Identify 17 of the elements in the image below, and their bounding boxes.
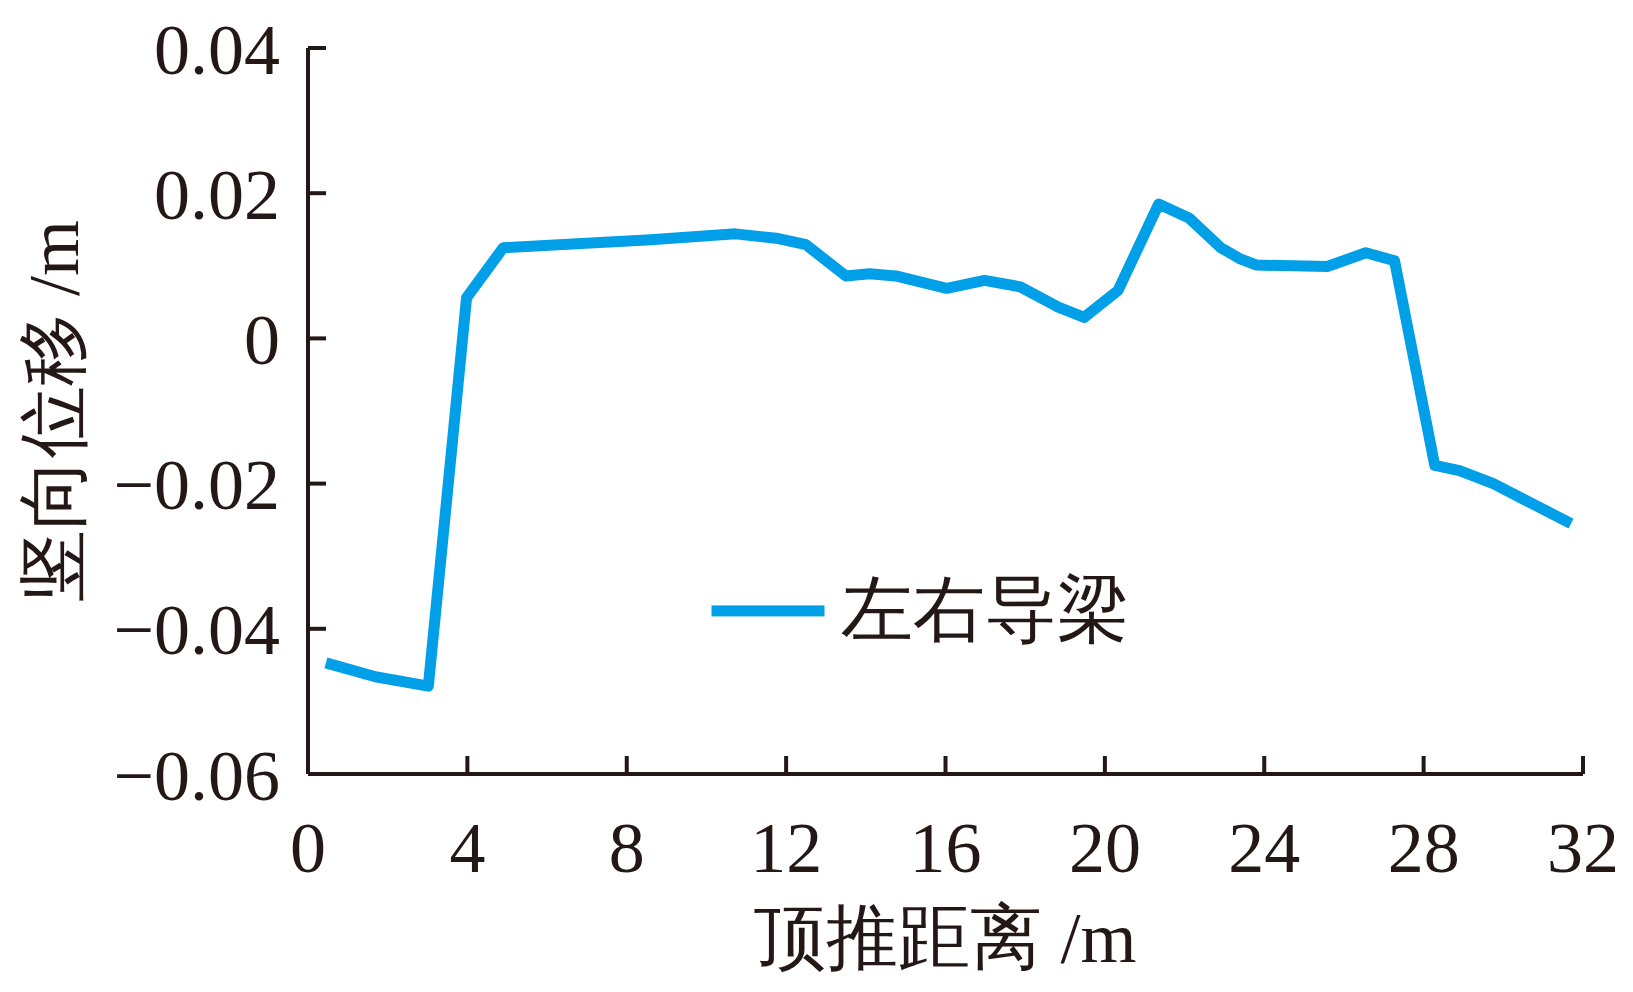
x-tick-label: 24 [1228,808,1301,889]
x-tick-label: 28 [1387,808,1460,889]
y-tick-label: 0 [244,299,280,380]
y-tick-label: −0.06 [113,735,280,816]
y-tick-label: 0.02 [154,154,280,235]
x-tick-label: 32 [1547,808,1619,889]
x-axis-title: 顶推距离 /m [754,898,1137,978]
x-tick-label: 16 [909,808,982,889]
x-tick-label: 8 [608,808,645,889]
x-tick-label: 20 [1068,808,1141,889]
y-tick-label: 0.04 [154,9,280,90]
y-axis-title: 竖向位移 /m [14,219,94,603]
legend-label: 左右导梁 [840,570,1129,651]
y-tick-label: −0.04 [113,590,280,671]
y-tick-label: −0.02 [113,445,280,526]
x-tick-label: 4 [449,808,486,889]
x-tick-label: 12 [750,808,823,889]
